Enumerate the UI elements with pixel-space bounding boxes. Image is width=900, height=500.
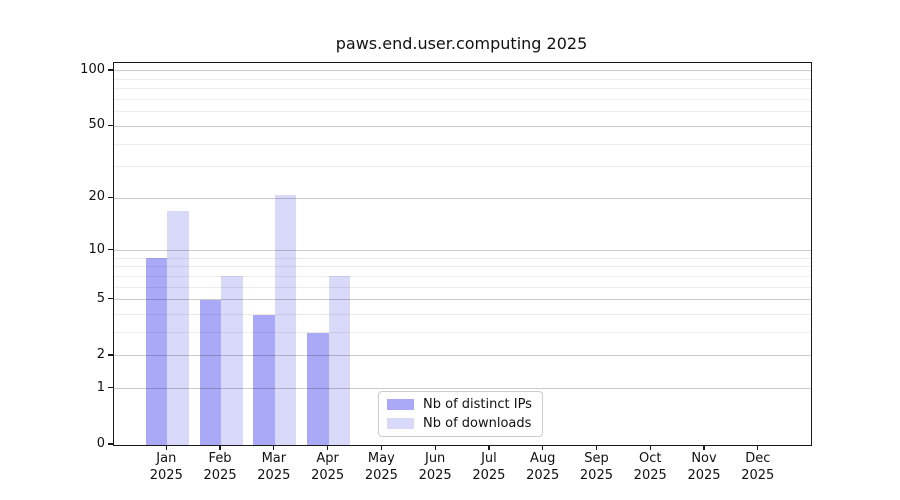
x-tick-label-oct: Oct 2025: [633, 451, 667, 483]
x-tick-mark: [595, 445, 598, 450]
y-tick-mark: [108, 69, 113, 71]
minor-gridline: [114, 99, 811, 101]
x-tick-mark: [219, 445, 221, 450]
y-tick-label-20: 20: [88, 189, 105, 205]
x-tick-label-may: May 2025: [364, 451, 398, 483]
x-tick-label-mar: Mar 2025: [257, 451, 291, 483]
x-tick-label-sep: Sep 2025: [579, 451, 613, 483]
major-gridline: [114, 250, 811, 252]
y-tick-label-100: 100: [80, 61, 105, 77]
y-tick-label-50: 50: [88, 117, 105, 133]
x-tick-label-jan: Jan 2025: [149, 451, 183, 483]
major-gridline: [114, 70, 811, 72]
legend-item-downloads: Nb of downloads: [387, 416, 534, 431]
x-tick-mark: [165, 445, 167, 450]
minor-gridline: [114, 314, 811, 316]
plot-area: [113, 62, 812, 446]
x-tick-label-jun: Jun 2025: [418, 451, 452, 483]
minor-gridline: [114, 78, 811, 80]
legend-label-downloads: Nb of downloads: [423, 416, 532, 431]
minor-gridline: [114, 88, 811, 90]
x-tick-mark: [488, 445, 490, 450]
y-tick-mark: [108, 124, 113, 126]
x-tick-mark: [703, 445, 705, 450]
bar-feb-distinct-ips: [199, 299, 222, 445]
y-tick-label-2: 2: [96, 346, 105, 362]
y-tick-mark: [108, 196, 113, 198]
minor-gridline: [114, 111, 811, 113]
y-tick-mark: [108, 443, 113, 445]
minor-gridline: [114, 266, 811, 268]
bar-apr-downloads: [328, 276, 351, 445]
x-tick-mark: [327, 445, 329, 450]
x-tick-label-feb: Feb 2025: [203, 451, 237, 483]
major-gridline: [114, 388, 811, 390]
x-tick-mark: [542, 445, 544, 450]
x-tick-mark: [434, 445, 436, 450]
legend-label-distinct-ips: Nb of distinct IPs: [423, 397, 532, 412]
x-tick-mark: [273, 445, 275, 450]
legend-swatch-distinct-ips-icon: [387, 399, 414, 410]
major-gridline: [114, 355, 811, 357]
chart-title: paws.end.user.computing 2025: [335, 34, 588, 53]
bar-feb-downloads: [221, 276, 243, 445]
x-tick-mark: [380, 445, 382, 450]
minor-gridline: [114, 166, 811, 168]
x-tick-label-nov: Nov 2025: [687, 451, 721, 483]
minor-gridline: [114, 257, 811, 259]
bar-apr-distinct-ips: [307, 332, 329, 445]
x-tick-label-aug: Aug 2025: [526, 451, 560, 483]
legend-item-distinct-ips: Nb of distinct IPs: [387, 397, 534, 412]
x-tick-mark: [649, 445, 651, 450]
major-gridline: [114, 125, 811, 127]
y-tick-mark: [108, 249, 113, 251]
bar-jan-downloads: [167, 210, 189, 445]
x-tick-label-apr: Apr 2025: [311, 451, 345, 483]
minor-gridline: [114, 143, 811, 145]
x-tick-label-jul: Jul 2025: [472, 451, 506, 483]
major-gridline: [114, 197, 811, 199]
bar-mar-distinct-ips: [253, 314, 275, 445]
minor-gridline: [114, 275, 811, 277]
minor-gridline: [114, 286, 811, 288]
legend-swatch-downloads-icon: [387, 418, 414, 429]
y-tick-label-10: 10: [88, 241, 105, 257]
x-tick-label-dec: Dec 2025: [741, 451, 775, 483]
bar-jan-distinct-ips: [145, 258, 168, 445]
y-tick-label-5: 5: [96, 290, 105, 306]
y-tick-label-1: 1: [96, 379, 105, 395]
y-tick-mark: [108, 354, 113, 356]
y-tick-mark: [108, 298, 113, 300]
x-tick-mark: [757, 445, 759, 450]
minor-gridline: [114, 332, 811, 334]
y-tick-label-0: 0: [96, 436, 105, 451]
major-gridline: [114, 299, 811, 301]
legend: Nb of distinct IPs Nb of downloads: [378, 391, 543, 437]
y-tick-mark: [108, 387, 113, 389]
bar-mar-downloads: [274, 194, 297, 445]
